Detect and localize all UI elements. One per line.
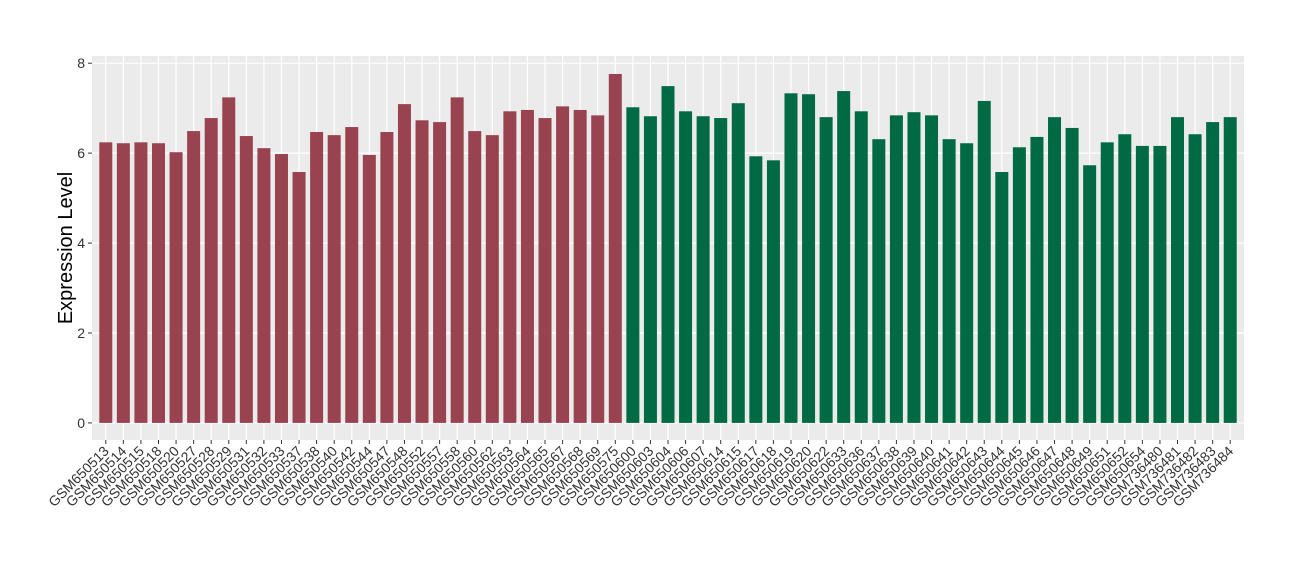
bar — [433, 122, 447, 423]
bar — [503, 111, 517, 423]
bar — [749, 156, 763, 423]
bar — [1012, 147, 1026, 423]
bar — [204, 118, 218, 423]
bar — [538, 118, 552, 423]
bar — [1223, 117, 1237, 423]
bar — [591, 115, 605, 423]
bar — [872, 139, 886, 423]
bar — [960, 143, 974, 423]
y-axis-label: Expression Level — [55, 172, 77, 324]
bar — [292, 172, 306, 423]
bar — [995, 172, 1009, 423]
bar — [1030, 136, 1044, 423]
bar — [187, 131, 201, 423]
bar — [485, 135, 499, 423]
bar — [925, 115, 939, 423]
bar — [1171, 117, 1185, 423]
bar — [819, 117, 833, 423]
y-tick-label: 0 — [77, 415, 85, 431]
bar — [907, 112, 921, 423]
bar — [608, 73, 622, 423]
bar — [1048, 117, 1062, 423]
bar — [1135, 145, 1149, 423]
bar — [397, 104, 411, 423]
bar — [714, 118, 728, 423]
bar — [222, 97, 236, 423]
bar — [1118, 134, 1132, 423]
bar — [942, 139, 956, 423]
bar — [380, 131, 394, 423]
y-tick-label: 4 — [77, 235, 85, 251]
bar — [345, 127, 359, 423]
bar — [696, 116, 710, 423]
bar — [274, 154, 288, 423]
bar — [573, 109, 587, 423]
bar — [362, 154, 376, 423]
y-tick-label: 6 — [77, 145, 85, 161]
bar — [134, 142, 148, 423]
bar — [310, 131, 324, 423]
bar — [257, 148, 271, 423]
bar — [784, 93, 798, 423]
bar — [169, 152, 183, 423]
bar — [1153, 145, 1167, 423]
bar — [661, 86, 675, 423]
bar — [889, 115, 903, 423]
bar — [1206, 122, 1220, 423]
bar — [468, 131, 482, 423]
bar — [520, 109, 534, 423]
y-tick-label: 8 — [77, 55, 85, 71]
bar — [239, 136, 253, 423]
bar — [766, 160, 780, 423]
bar — [116, 143, 130, 423]
bar — [643, 116, 657, 423]
bar — [450, 97, 464, 423]
bar — [731, 103, 745, 423]
bar — [1188, 134, 1202, 423]
bar — [1083, 165, 1097, 423]
bar — [1100, 142, 1114, 423]
bar — [327, 135, 341, 423]
bar — [556, 106, 570, 423]
y-tick-label: 2 — [77, 325, 85, 341]
bar — [99, 142, 113, 423]
bar — [837, 91, 851, 423]
bar — [977, 100, 991, 423]
bar — [626, 107, 640, 423]
bar — [1065, 127, 1079, 423]
bar — [802, 94, 816, 423]
bar — [854, 111, 868, 423]
bar — [415, 120, 429, 423]
bar — [151, 143, 165, 423]
bar — [679, 111, 693, 423]
